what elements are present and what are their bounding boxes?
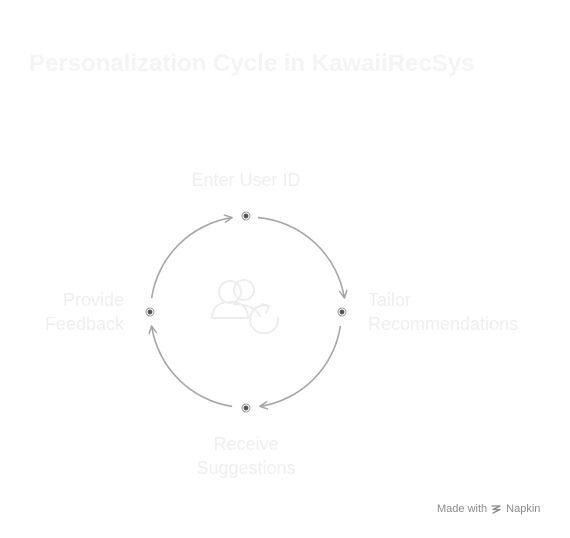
node-provide-feedback <box>145 307 155 317</box>
step-label-tailor-recommendations: Tailor Recommendations <box>368 290 519 334</box>
step-label-receive-suggestions: Receive Suggestions <box>196 434 296 478</box>
made-with-text: Made with <box>437 503 488 515</box>
node-enter-user-id <box>241 211 251 221</box>
diagram-title: Personalization Cycle in KawaiiRecSys <box>29 50 475 77</box>
node-tailor-recommendations <box>337 307 347 317</box>
arc-left-to-top <box>150 214 233 299</box>
arc-top-to-right <box>257 216 348 299</box>
arc-bottom-to-left <box>148 325 233 408</box>
step-label-provide-feedback: Provide Feedback <box>44 290 124 334</box>
node-receive-suggestions <box>241 403 251 413</box>
napkin-logo-icon <box>491 504 501 514</box>
arc-right-to-bottom <box>259 325 342 410</box>
step-label-enter-user-id: Enter User ID <box>191 170 301 190</box>
users-refresh-icon <box>211 279 280 335</box>
napkin-attribution[interactable]: Made with Napkin <box>437 503 540 515</box>
napkin-brand-text: Napkin <box>506 503 541 515</box>
